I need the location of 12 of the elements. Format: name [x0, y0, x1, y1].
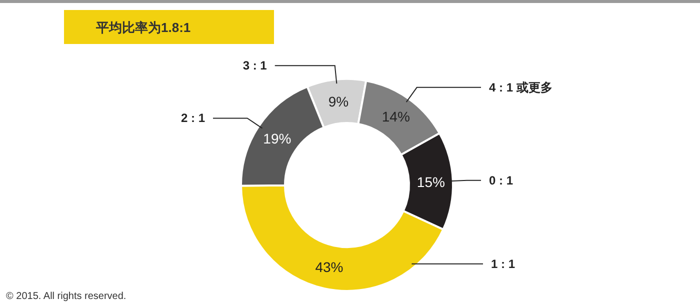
data-label: 14%	[382, 108, 410, 125]
slice-label: 0 : 1	[489, 173, 514, 188]
data-label: 43%	[315, 259, 344, 276]
slice-label: 4 : 1 或更多	[489, 80, 552, 94]
data-label: 19%	[263, 130, 292, 146]
slice-label: 3 : 1	[242, 58, 268, 73]
chart-title: 平均比率为1.8:1	[95, 20, 191, 35]
text: © 2015. All rights reserved.	[6, 291, 126, 302]
data-label: 9%	[328, 93, 349, 110]
slice-label: 2 : 1	[180, 111, 206, 126]
data-label: 15%	[416, 174, 445, 190]
slice-label: 1 : 1	[491, 256, 516, 271]
